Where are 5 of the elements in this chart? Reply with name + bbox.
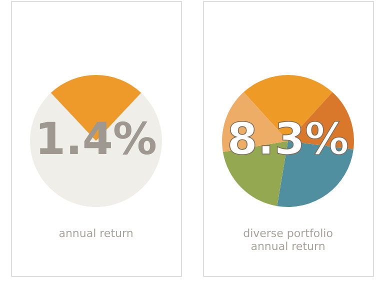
text: annual return (58, 227, 134, 240)
text: annual return (250, 240, 326, 253)
text: diverse portfolio (243, 227, 334, 240)
text: 1.4% (34, 114, 158, 165)
text: 8.3% (226, 114, 350, 165)
